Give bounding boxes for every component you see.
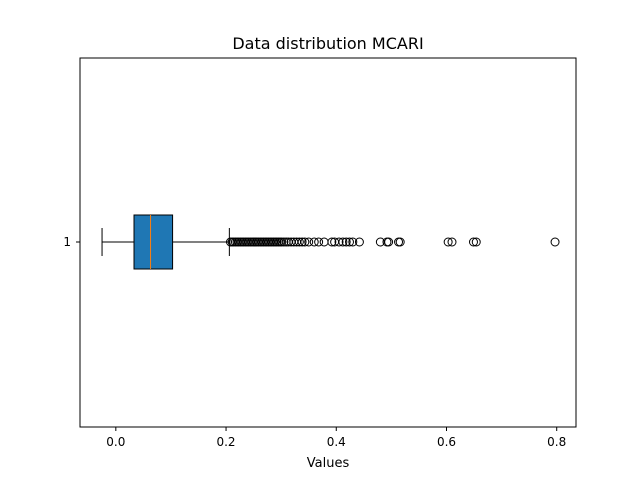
outlier-point — [471, 237, 481, 247]
iqr-box — [133, 214, 174, 270]
x-tick-label: 0.2 — [216, 435, 235, 449]
plot-area — [101, 214, 560, 270]
outlier-point — [338, 237, 348, 247]
x-tick-label: 0.6 — [437, 435, 456, 449]
outlier-point — [327, 237, 337, 247]
chart-title: Data distribution MCARI — [232, 34, 423, 53]
outlier-point — [395, 237, 405, 247]
outlier-point — [277, 237, 287, 247]
x-axis: 0.0 0.2 0.4 0.6 0.8 — [106, 427, 566, 449]
outlier-point — [334, 237, 344, 247]
outlier-point — [300, 237, 310, 247]
outlier-point — [314, 237, 324, 247]
x-axis-label: Values — [307, 456, 350, 471]
outlier-point — [279, 237, 289, 247]
outlier-point — [344, 237, 354, 247]
outlier-point — [309, 237, 319, 247]
outlier-point — [447, 237, 457, 247]
x-tick-label: 0.0 — [106, 435, 125, 449]
outlier-point — [354, 237, 364, 247]
outlier-point — [304, 237, 314, 247]
outlier-point — [294, 237, 304, 247]
x-tick-label: 0.8 — [547, 435, 566, 449]
outlier-point — [550, 237, 560, 247]
outlier-point — [468, 237, 478, 247]
outlier-point — [297, 237, 307, 247]
outlier-point — [384, 237, 394, 247]
outlier-point — [341, 237, 351, 247]
x-tick-label: 0.4 — [327, 435, 346, 449]
y-tick-label: 1 — [63, 235, 71, 249]
outlier-point — [348, 237, 358, 247]
y-axis: 1 — [63, 235, 80, 249]
outlier-point — [443, 237, 453, 247]
